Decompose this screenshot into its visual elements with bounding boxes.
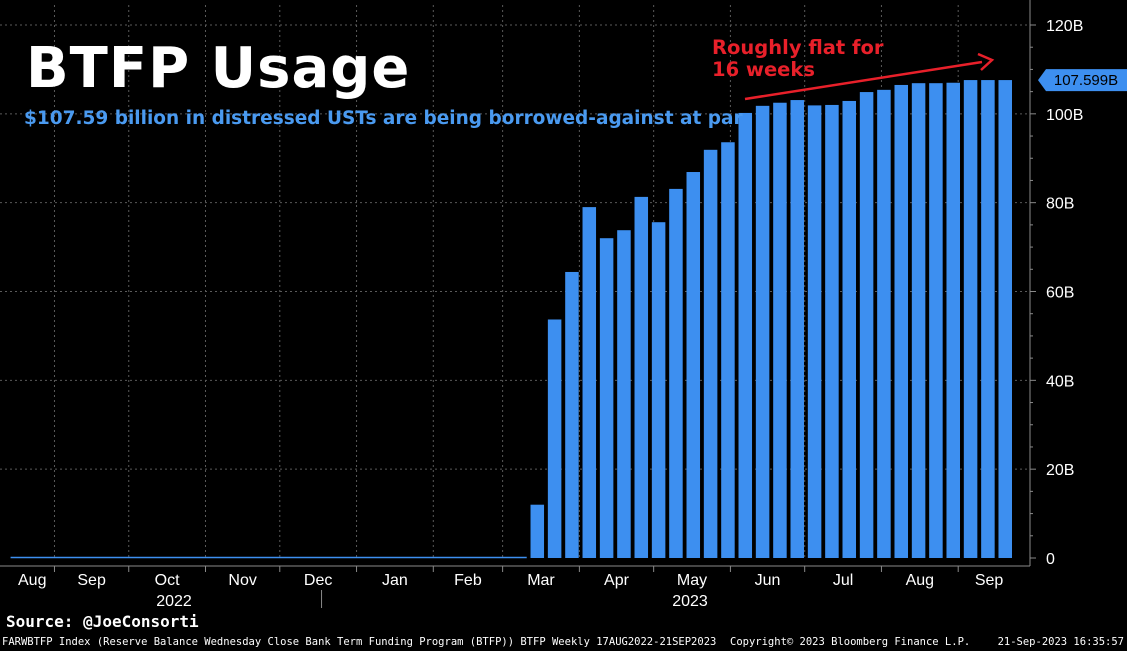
bar [946, 82, 961, 558]
bar [773, 102, 787, 559]
annotation-text: Roughly flat for 16 weeks [712, 37, 884, 81]
x-tick-label: Aug [18, 572, 46, 589]
y-axis-ticks: 0 20B 40B 60B 80B 100B 120B 107.599B [1030, 18, 1127, 568]
annotation-line-2: 16 weeks [712, 58, 815, 81]
footer-timestamp: 21-Sep-2023 16:35:57 [997, 636, 1124, 648]
footer-index-description: FARWBTFP Index (Reserve Balance Wednesda… [2, 636, 717, 648]
annotation-arrow-head [977, 52, 995, 71]
bar [703, 149, 718, 558]
chart-axes [0, 0, 1031, 572]
x-tick-label: Sep [975, 572, 1004, 589]
bar [998, 80, 1012, 559]
bar [547, 319, 562, 558]
x-tick-label: Apr [604, 572, 630, 589]
bar [686, 172, 701, 558]
y-tick-label: 80B [1046, 196, 1074, 213]
y-tick-label: 100B [1046, 107, 1083, 124]
y-tick-label: 60B [1046, 285, 1074, 302]
bar [565, 271, 579, 558]
annotation-arrow [744, 52, 995, 101]
x-tick-label: May [677, 572, 707, 589]
x-tick-label: Nov [228, 572, 256, 589]
bar [651, 222, 666, 558]
bar [634, 196, 649, 558]
x-tick-label: Sep [77, 572, 106, 589]
x-tick-label: Dec [304, 572, 332, 589]
x-tick-label: Mar [527, 572, 555, 589]
x-tick-label: Feb [454, 572, 482, 589]
bar [911, 83, 926, 558]
x-year-label: 2022 [156, 593, 192, 610]
y-tick-label: 120B [1046, 18, 1083, 35]
bar [963, 80, 978, 559]
bar [929, 83, 943, 558]
last-value-label: 107.599B [1054, 72, 1118, 89]
x-tick-label: Aug [906, 572, 934, 589]
bar [877, 89, 891, 559]
bar [894, 84, 909, 559]
chart-title: BTFP Usage [26, 36, 411, 101]
source-credit: Source: @JoeConsorti [6, 612, 199, 631]
bar [599, 238, 614, 558]
footer-copyright: Copyright© 2023 Bloomberg Finance L.P. [730, 636, 971, 648]
last-value-pill [1038, 69, 1127, 92]
x-tick-label: Jul [833, 572, 853, 589]
y-tick-label: 0 [1046, 551, 1055, 568]
bar [981, 80, 995, 559]
bar [617, 230, 631, 558]
x-year-label: 2023 [672, 593, 708, 610]
bar [790, 100, 805, 559]
x-tick-label: Jan [382, 572, 408, 589]
bar [669, 188, 683, 558]
annotation-line-1: Roughly flat for [712, 36, 884, 59]
x-tick-label: Jun [755, 572, 781, 589]
bar [530, 504, 545, 558]
x-tick-label: Oct [155, 572, 180, 589]
chart-subtitle: $107.59 billion in distressed USTs are b… [24, 108, 743, 129]
bar [721, 142, 735, 558]
y-tick-label: 20B [1046, 462, 1074, 479]
bar [738, 112, 753, 558]
bar [825, 104, 839, 558]
bar [755, 105, 770, 559]
bar [807, 105, 822, 558]
y-tick-label: 40B [1046, 373, 1074, 390]
bar [859, 92, 874, 559]
chart-bars [10, 80, 1012, 559]
bar [842, 100, 857, 558]
x-axis-ticks: Aug Sep Oct Nov Dec Jan Feb Mar Apr May Jun Jul Aug S… [18, 572, 1003, 610]
annotation-arrow-shaft [744, 60, 983, 101]
bar [582, 207, 597, 558]
